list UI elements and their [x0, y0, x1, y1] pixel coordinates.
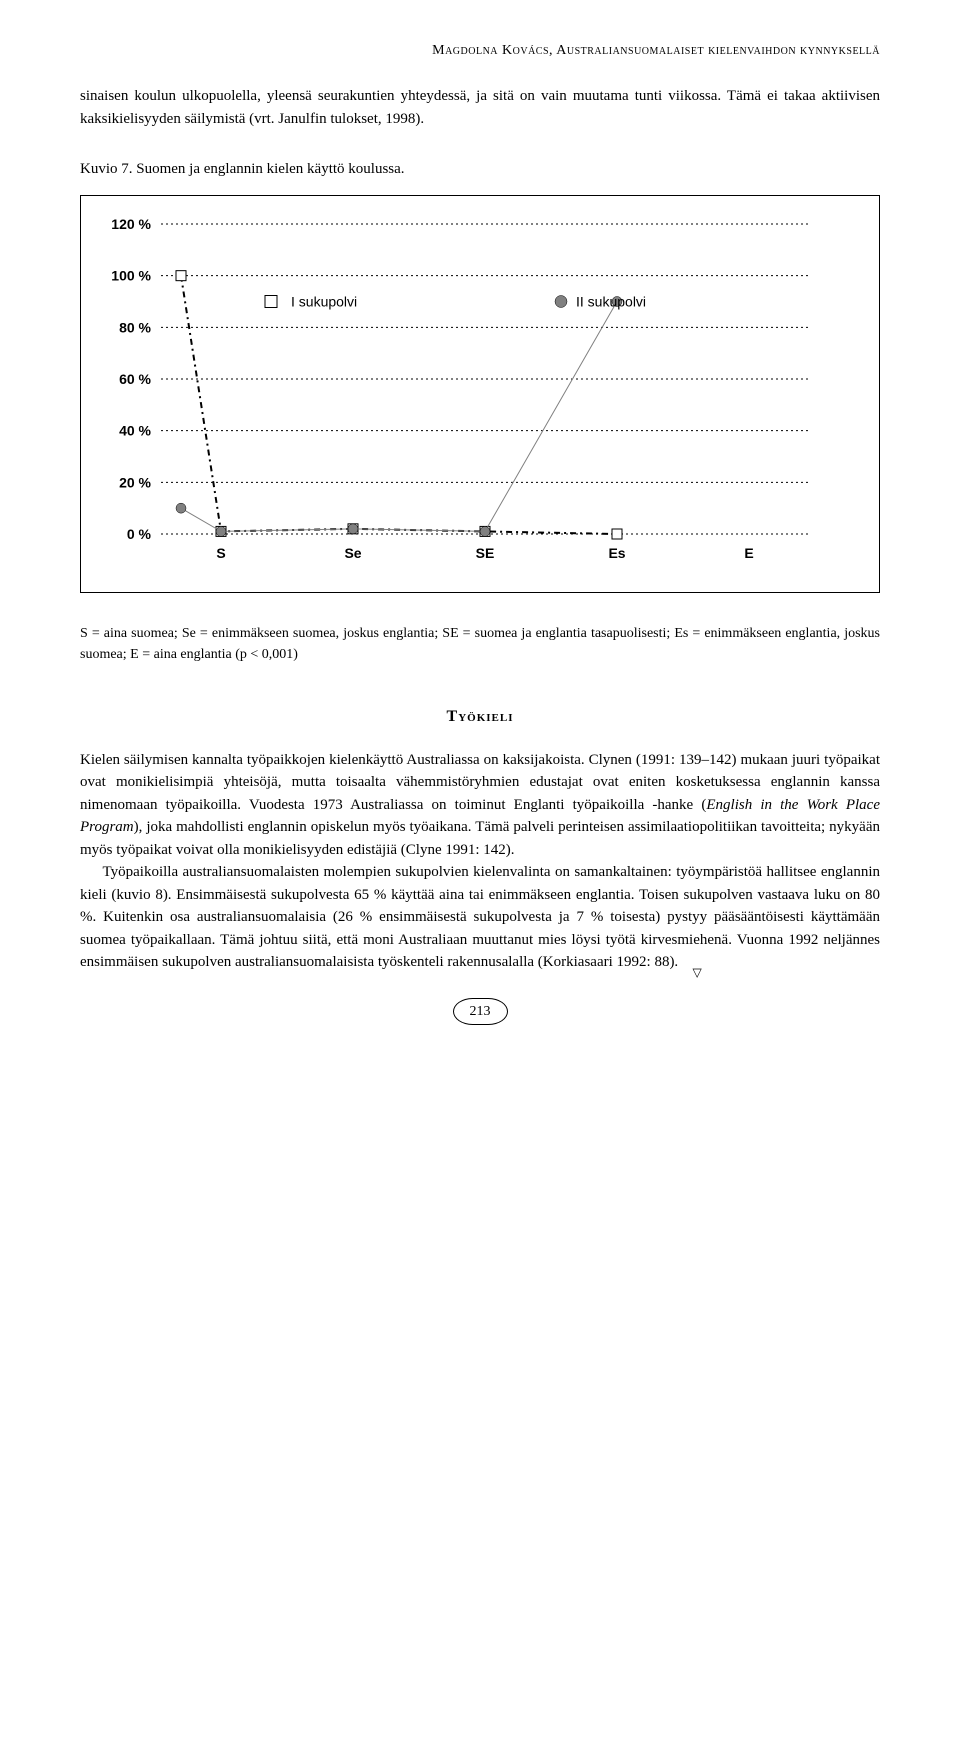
- svg-text:I sukupolvi: I sukupolvi: [291, 293, 357, 309]
- svg-text:E: E: [744, 545, 753, 561]
- chart-svg: 120 % 100 % 80 % 60 % 40 % 20 % 0 % S Se SE Es E I s…: [99, 214, 839, 574]
- svg-text:80 %: 80 %: [119, 319, 151, 335]
- svg-text:60 %: 60 %: [119, 371, 151, 387]
- svg-text:120 %: 120 %: [111, 216, 151, 232]
- continuation-mark: ▷: [689, 946, 707, 978]
- svg-text:100 %: 100 %: [111, 267, 151, 283]
- svg-text:SE: SE: [476, 545, 495, 561]
- body1-rest: ), joka mahdollisti englannin opiskelun …: [80, 819, 880, 858]
- page-header: Magdolna Kovács, Australiansuomalaiset k…: [80, 40, 880, 61]
- figure-caption: Kuvio 7. Suomen ja englannin kielen käyt…: [80, 158, 880, 181]
- intro-paragraph: sinaisen koulun ulkopuolella, yleensä se…: [80, 85, 880, 130]
- chart-container: 120 % 100 % 80 % 60 % 40 % 20 % 0 % S Se SE Es E I s…: [80, 195, 880, 593]
- section-title: Työkieli: [80, 705, 880, 729]
- body-paragraph-2: Työpaikoilla australiansuomalaisten mole…: [80, 861, 880, 974]
- chart-legend-note: S = aina suomea; Se = enimmäkseen suomea…: [80, 623, 880, 665]
- page-number: 213: [453, 998, 508, 1025]
- page-number-wrap: 213: [80, 998, 880, 1025]
- svg-text:40 %: 40 %: [119, 422, 151, 438]
- svg-text:S: S: [216, 545, 225, 561]
- svg-text:0 %: 0 %: [127, 526, 152, 542]
- svg-text:Es: Es: [608, 545, 625, 561]
- body2-text: Työpaikoilla australiansuomalaisten mole…: [80, 864, 880, 970]
- svg-text:II sukupolvi: II sukupolvi: [576, 293, 646, 309]
- body-paragraph-1: Kielen säilymisen kannalta työpaikkojen …: [80, 749, 880, 862]
- svg-text:Se: Se: [344, 545, 361, 561]
- svg-text:20 %: 20 %: [119, 474, 151, 490]
